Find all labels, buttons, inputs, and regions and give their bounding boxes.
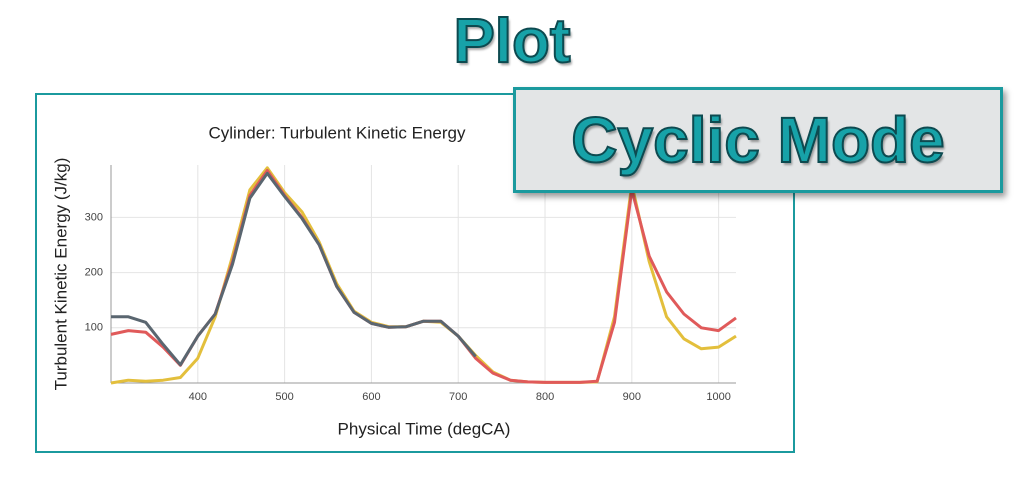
x-tick-label: 700 — [449, 391, 467, 403]
x-tick-label: 600 — [362, 391, 380, 403]
x-tick-label: 400 — [189, 391, 207, 403]
y-tick-label: 100 — [85, 322, 103, 334]
y-tick-label: 300 — [85, 211, 103, 223]
series-line — [111, 171, 477, 367]
chart-frame — [35, 93, 795, 453]
series-line — [110, 169, 737, 384]
x-tick-label: 800 — [536, 391, 554, 403]
x-axis-label: Physical Time (degCA) — [338, 419, 511, 438]
x-tick-label: 900 — [623, 391, 641, 403]
x-tick-label: 500 — [275, 391, 293, 403]
slide-title: Plot — [452, 6, 571, 77]
x-tick-label: 1000 — [706, 391, 730, 403]
mode-badge: Cyclic Mode — [513, 87, 1003, 193]
chart-title: Cylinder: Turbulent Kinetic Energy — [208, 123, 466, 142]
y-axis-label: Turbulent Kinetic Energy (J/kg) — [51, 158, 70, 391]
y-tick-label: 200 — [85, 267, 103, 279]
series-line — [110, 166, 737, 385]
